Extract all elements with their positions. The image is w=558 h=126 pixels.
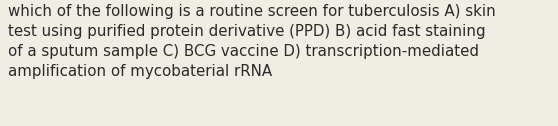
Text: which of the following is a routine screen for tuberculosis A) skin
test using p: which of the following is a routine scre…: [8, 4, 496, 79]
